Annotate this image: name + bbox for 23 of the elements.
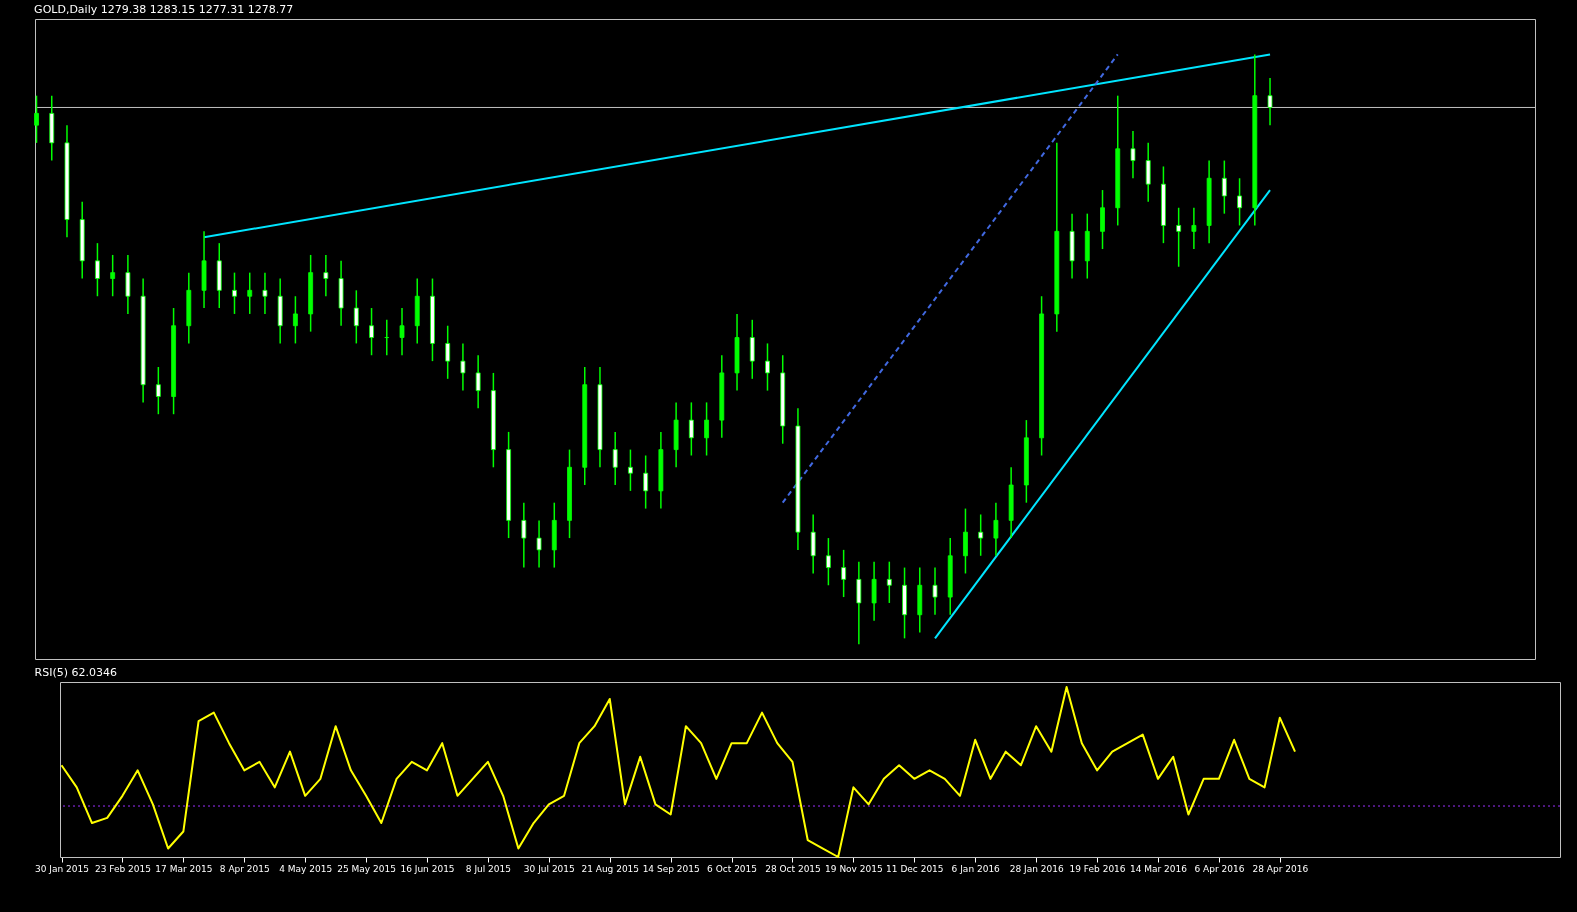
x-tick-label: 23 Feb 2015	[94, 863, 151, 874]
chart-title: RSI(5) 62.0346	[34, 666, 117, 679]
x-tick-label: 19 Nov 2015	[825, 863, 883, 874]
x-tick-label: 16 Jun 2015	[400, 863, 455, 874]
x-tick-label: 17 Mar 2015	[155, 863, 213, 874]
x-tick-label: 14 Mar 2016	[1129, 863, 1188, 874]
x-tick-label: 6 Oct 2015	[707, 863, 758, 874]
x-tick-label: 8 Jul 2015	[465, 863, 512, 874]
x-tick-label: 6 Jan 2016	[951, 863, 1001, 874]
x-tick-label: 25 May 2015	[337, 863, 396, 874]
x-tick-label: 11 Dec 2015	[886, 863, 944, 874]
x-tick-label: 28 Apr 2016	[1252, 863, 1309, 874]
x-tick-label: 30 Jul 2015	[523, 863, 575, 874]
x-tick-label: 4 May 2015	[279, 863, 333, 874]
x-tick-label: 21 Aug 2015	[581, 863, 640, 874]
x-tick-label: 14 Sep 2015	[642, 863, 700, 874]
x-tick-label: 28 Jan 2016	[1009, 863, 1064, 874]
x-tick-label: 28 Oct 2015	[765, 863, 821, 874]
x-tick-label: 8 Apr 2015	[219, 863, 270, 874]
x-tick-label: 30 Jan 2015	[35, 863, 89, 874]
x-tick-label: 19 Feb 2016	[1069, 863, 1126, 874]
x-tick-label: 6 Apr 2016	[1194, 863, 1245, 874]
chart-title: GOLD,Daily 1279.38 1283.15 1277.31 1278.77	[34, 3, 294, 16]
